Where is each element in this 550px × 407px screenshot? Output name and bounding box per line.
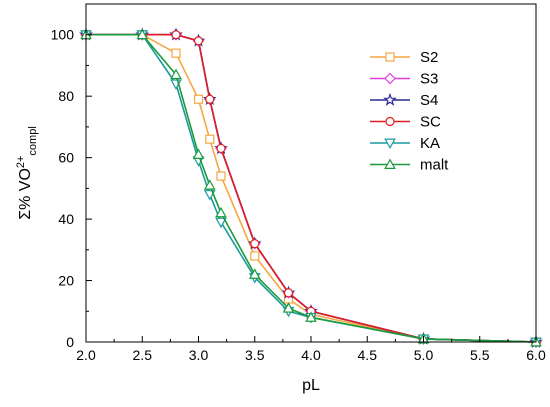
y-axis-title-sup: 2+ [15,156,27,169]
x-tick-label: 3.0 [189,347,209,363]
plot-frame [85,3,537,343]
legend-marker [383,92,397,106]
y-tick-label: 0 [66,334,74,350]
series-line-S4 [86,33,537,343]
series-malt [80,28,542,347]
x-tick-label: 2.0 [76,347,96,363]
plot-area [79,27,543,349]
y-tick-label: 40 [58,211,74,227]
data-point-SC [250,239,260,249]
data-point-malt [215,206,227,218]
x-tick-label: 3.5 [245,347,265,363]
data-point-SC [283,288,294,298]
legend-label: KA [420,135,440,152]
y-axis-title-sub: compl [27,126,39,155]
series-S2 [81,30,541,347]
legend-marker [384,158,396,169]
y-tick-label: 60 [58,150,74,166]
legend-label: S4 [420,92,438,109]
data-point-malt [170,68,182,80]
legend-entry-KA: KA [370,135,440,152]
legend-label: SC [420,114,441,131]
x-tick-label: 5.5 [470,347,490,363]
series-line-S3 [86,33,537,343]
x-tick-label: 4.5 [358,347,378,363]
x-tick-label: 5.0 [414,347,434,363]
series-S3 [80,28,542,348]
data-point-S2 [216,171,226,181]
legend-marker [385,116,395,127]
y-axis-title: Σ% VO2+compl [15,126,39,220]
series-line-malt [86,33,537,343]
legend-marker [384,72,396,85]
data-point-malt [203,179,216,190]
data-point-SC [205,94,215,104]
data-point-SC [171,30,181,40]
legend-entry-S2: S2 [370,49,438,66]
series-line-SC [86,33,537,343]
series-KA [80,30,542,349]
legend-label: S3 [420,71,438,88]
legend-label: malt [420,157,449,174]
legend-entry-S3: S3 [370,71,438,88]
legend-label: S2 [420,49,438,66]
y-axis-title-main: Σ% VO [17,168,34,220]
data-point-SC [216,143,226,154]
data-point-KA [215,217,227,229]
axes: 2.0 2.5 3.0 3.5 4.0 4.5 5.0 5.5 6.0 0 20 40 60 80 100 [51,3,546,363]
data-point-malt [305,311,317,322]
data-point-SC [193,36,204,46]
legend-marker [385,52,395,62]
data-point-malt [282,302,295,313]
series-line-KA [86,33,537,343]
data-point-S2 [171,48,181,58]
series-SC [81,30,541,347]
legend: S2 S3 S4 SC KA malt [370,49,449,174]
data-point-S2 [205,134,215,144]
x-tick-label: 6.0 [526,347,546,363]
legend-entry-malt: malt [370,157,449,174]
data-point-S2 [193,94,204,104]
series-S4 [79,27,543,348]
y-tick-label: 20 [58,273,74,289]
legend-entry-SC: SC [370,114,441,131]
x-axis-title: pL [302,377,320,394]
x-tick-label: 4.0 [301,347,321,363]
data-point-S2 [250,251,260,261]
legend-entry-S4: S4 [370,92,438,109]
series-line-S2 [86,33,537,343]
y-tick-label: 100 [51,27,75,43]
data-point-malt [248,268,261,279]
y-tick-label: 80 [58,88,74,104]
x-tick-label: 2.5 [133,347,153,363]
legend-marker [384,138,396,150]
data-point-malt [136,28,149,40]
data-point-malt [192,148,205,160]
